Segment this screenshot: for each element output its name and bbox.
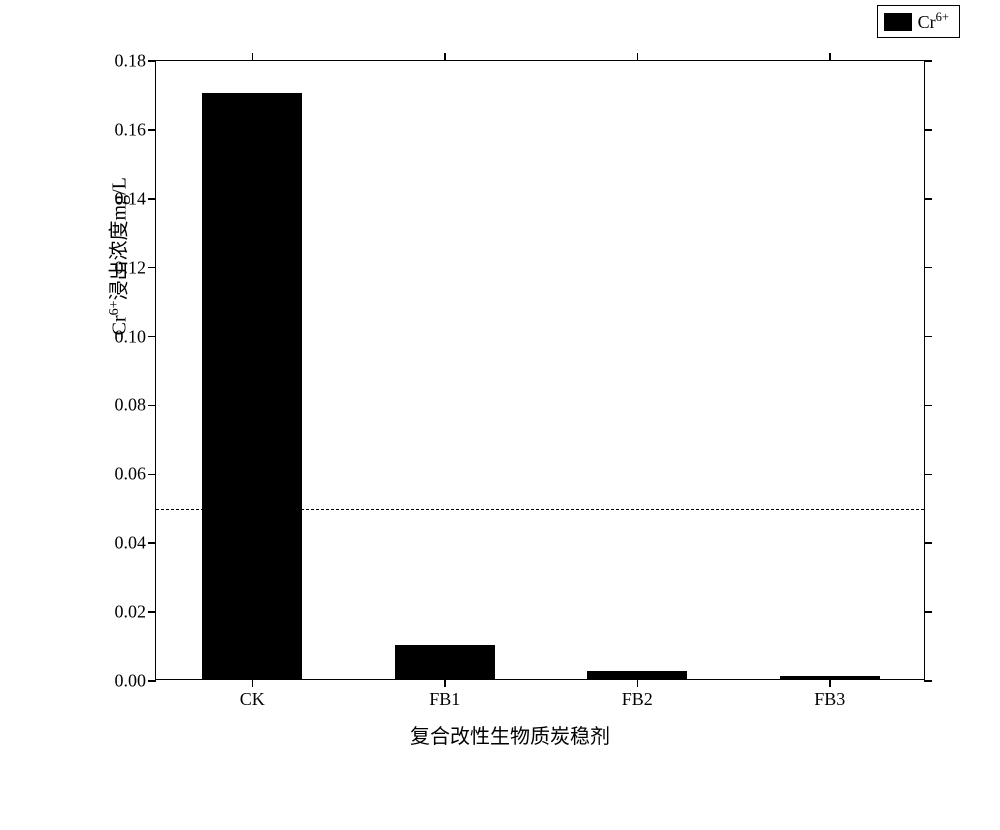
x-tick-label: FB1: [429, 689, 460, 710]
y-tick-label: 0.08: [115, 395, 147, 416]
y-tick: [148, 542, 156, 544]
y-tick: [148, 198, 156, 200]
y-tick: [148, 474, 156, 476]
y-tick: [148, 680, 156, 682]
y-tick-right: [924, 267, 932, 269]
y-tick-right: [924, 405, 932, 407]
y-tick: [148, 611, 156, 613]
y-axis-label: Cr6+浸出浓度mg/L: [103, 177, 132, 335]
y-tick-label: 0.02: [115, 602, 147, 623]
y-tick-right: [924, 336, 932, 338]
y-tick: [148, 267, 156, 269]
x-tick: [829, 679, 831, 687]
legend-swatch: [884, 13, 912, 31]
y-tick-right: [924, 611, 932, 613]
x-axis-label: 复合改性生物质炭稳剂: [410, 720, 610, 749]
y-tick-right: [924, 129, 932, 131]
x-tick-top: [252, 53, 254, 61]
x-tick-top: [829, 53, 831, 61]
bar: [202, 93, 302, 679]
y-tick: [148, 129, 156, 131]
x-tick-top: [444, 53, 446, 61]
x-tick: [444, 679, 446, 687]
bar: [587, 671, 687, 679]
bar-chart: 0.000.020.040.060.080.100.120.140.160.18…: [95, 60, 925, 710]
x-tick: [637, 679, 639, 687]
y-tick-right: [924, 198, 932, 200]
x-tick: [252, 679, 254, 687]
legend: Cr6+: [877, 5, 960, 38]
y-tick-label: 0.06: [115, 464, 147, 485]
y-tick: [148, 405, 156, 407]
x-tick-top: [637, 53, 639, 61]
y-tick-right: [924, 60, 932, 62]
y-tick-label: 0.04: [115, 533, 147, 554]
legend-label: Cr6+: [918, 10, 949, 33]
y-tick-label: 0.18: [115, 51, 147, 72]
y-tick-right: [924, 474, 932, 476]
y-tick-right: [924, 680, 932, 682]
x-tick-label: CK: [240, 689, 265, 710]
y-tick-label: 0.00: [115, 671, 147, 692]
plot-area: 0.000.020.040.060.080.100.120.140.160.18…: [155, 60, 925, 680]
y-tick-label: 0.16: [115, 119, 147, 140]
x-tick-label: FB2: [622, 689, 653, 710]
bar: [395, 645, 495, 679]
x-tick-label: FB3: [814, 689, 845, 710]
y-tick-right: [924, 542, 932, 544]
y-tick: [148, 336, 156, 338]
y-tick: [148, 60, 156, 62]
